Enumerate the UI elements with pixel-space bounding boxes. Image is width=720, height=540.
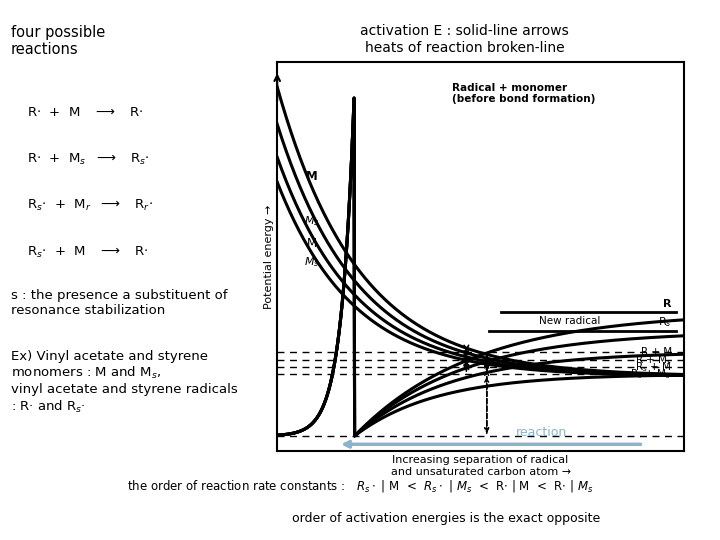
Text: R: R: [663, 299, 672, 309]
Text: Ex) Vinyl acetate and styrene
monomers : M and M$_s$,
vinyl acetate and styrene : Ex) Vinyl acetate and styrene monomers :…: [11, 350, 238, 415]
Text: R$\cdot$  +  M   $\longrightarrow$   R$\cdot$: R$\cdot$ + M $\longrightarrow$ R$\cdot$: [27, 106, 143, 119]
Text: R$\cdot$  +  M$_s$  $\longrightarrow$   R$_s$$\cdot$: R$\cdot$ + M$_s$ $\longrightarrow$ R$_s$…: [27, 152, 150, 167]
Text: R$_s$ + M$_s$: R$_s$ + M$_s$: [631, 367, 672, 381]
Text: reaction: reaction: [516, 426, 567, 440]
Text: the order of reaction rate constants :   $R_s\cdot$ | M  <  $R_s\cdot$ | $M_s$  : the order of reaction rate constants : $…: [127, 478, 593, 494]
Text: s : the presence a substituent of
resonance stabilization: s : the presence a substituent of resona…: [11, 289, 228, 318]
Text: R$_s$ + M: R$_s$ + M: [635, 360, 672, 374]
Text: New radical: New radical: [539, 316, 600, 327]
Text: R$_s$$\cdot$  +  M$_r$  $\longrightarrow$   R$_r$$\cdot$: R$_s$$\cdot$ + M$_r$ $\longrightarrow$ R…: [27, 198, 153, 213]
Text: order of activation energies is the exact opposite: order of activation energies is the exac…: [292, 512, 600, 525]
Text: $M_s$: $M_s$: [304, 255, 320, 268]
Text: activation E : solid-line arrows
heats of reaction broken-line: activation E : solid-line arrows heats o…: [360, 24, 569, 55]
Text: R + M: R + M: [641, 347, 672, 356]
Text: M: M: [307, 237, 317, 250]
Y-axis label: Potential energy →: Potential energy →: [264, 204, 274, 309]
Text: M: M: [306, 170, 318, 183]
Text: $M_s$: $M_s$: [304, 214, 320, 228]
Text: four possible
reactions: four possible reactions: [11, 25, 105, 57]
Text: Radical + monomer
(before bond formation): Radical + monomer (before bond formation…: [452, 83, 595, 104]
X-axis label: Increasing separation of radical
and unsaturated carbon atom →: Increasing separation of radical and uns…: [390, 455, 571, 477]
Text: R$_s$: R$_s$: [658, 315, 672, 329]
Text: R + M$_s$: R + M$_s$: [634, 353, 672, 367]
Text: R$_s$$\cdot$  +  M   $\longrightarrow$   R$\cdot$: R$_s$$\cdot$ + M $\longrightarrow$ R$\cd…: [27, 245, 148, 260]
